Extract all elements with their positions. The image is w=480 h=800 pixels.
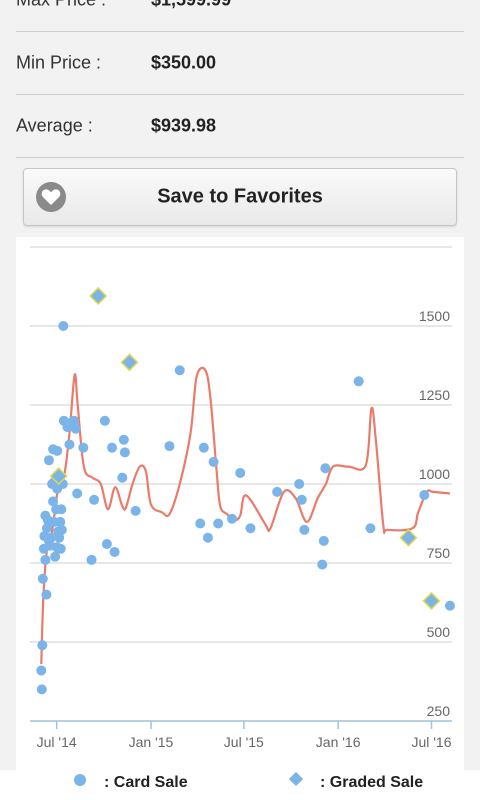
card-sale-point: [41, 589, 52, 600]
card-sale-point: [89, 494, 100, 505]
card-sale-point: [41, 523, 52, 534]
card-sale-point: [299, 524, 310, 535]
x-tick-label: Jul '15: [224, 734, 264, 750]
card-sale-point: [117, 472, 128, 483]
graded-sale-point: [89, 286, 108, 306]
min-price-row: Min Price : $350.00: [16, 32, 464, 95]
card-sale-point: [195, 518, 206, 529]
card-sale-point: [69, 415, 80, 426]
card-sale-point: [52, 445, 63, 456]
card-sale-point: [419, 490, 430, 501]
card-sale-point: [55, 543, 66, 554]
card-sale-point: [294, 479, 305, 489]
card-sale-point: [101, 539, 112, 550]
card-sale-point: [37, 640, 48, 651]
card-sale-point: [46, 532, 57, 543]
graded-sale-point: [49, 467, 68, 486]
card-sale-point: [36, 684, 47, 695]
card-sale-legend-marker: [74, 774, 86, 786]
y-tick-label: 1500: [419, 308, 450, 324]
card-sale-point: [235, 467, 246, 478]
card-sale-point: [40, 554, 51, 565]
average-price-value: $939.98: [151, 115, 217, 136]
max-price-row: Max Price : $1,599.99: [16, 0, 464, 32]
card-sale-point: [50, 551, 61, 562]
x-tick-label: Jan '16: [316, 734, 361, 750]
average-price-row: Average : $939.98: [16, 95, 464, 158]
card-sale-point: [174, 365, 185, 376]
card-sale-point: [318, 535, 329, 546]
card-sale-point: [118, 434, 129, 445]
card-sale-point: [43, 455, 54, 466]
card-sale-point: [64, 439, 75, 450]
card-sale-point: [164, 441, 175, 452]
average-price-label: Average :: [16, 115, 93, 136]
y-tick-label: 1000: [419, 466, 450, 482]
y-tick-label: 750: [427, 545, 451, 561]
min-price-label: Min Price :: [16, 52, 102, 73]
graded-sale-legend-marker: [288, 771, 304, 787]
x-tick-label: Jul '14: [37, 734, 77, 750]
price-history-plot: 250 500 750 1000 1250 1500 Jul '14 Jan '15 Jul '…: [30, 246, 455, 750]
save-to-favorites-button[interactable]: Save to Favorites: [23, 168, 457, 226]
min-price-value: $350.00: [151, 52, 217, 73]
chart-legend: : Card Sale : Graded Sale: [0, 770, 480, 800]
card-sale-point: [317, 559, 328, 570]
card-sale-point: [213, 518, 224, 529]
card-sale-point: [56, 504, 67, 515]
card-sale-point: [130, 505, 141, 516]
card-sale-point: [353, 376, 364, 387]
card-sale-point: [202, 532, 213, 543]
card-sale-point: [72, 488, 83, 499]
card-sale-point: [208, 456, 219, 467]
card-sale-point: [365, 523, 376, 534]
card-sale-point: [109, 546, 120, 557]
card-sale-point: [58, 321, 69, 331]
graded-sale-legend-label: : Graded Sale: [320, 774, 424, 791]
card-sale-legend-label: : Card Sale: [104, 774, 188, 791]
card-sale-point: [54, 532, 65, 543]
card-sale-point: [55, 516, 66, 527]
trend-line: [40, 366, 451, 665]
save-to-favorites-label: Save to Favorites: [157, 185, 323, 208]
graded-sale-point: [120, 353, 139, 372]
price-history-chart: 250 500 750 1000 1250 1500 Jul '14 Jan '15 Jul '…: [16, 237, 464, 770]
card-sale-point: [56, 524, 67, 535]
graded-sale-point: [399, 528, 418, 547]
heart-icon: [36, 182, 66, 212]
card-sale-point: [198, 442, 209, 453]
card-sale-point: [78, 442, 89, 453]
max-price-label: Max Price :: [16, 0, 106, 11]
card-sale-point: [320, 463, 331, 474]
y-tick-label: 250: [427, 703, 451, 719]
card-sale-point: [227, 513, 238, 524]
card-sale-point: [245, 523, 256, 534]
card-sale-point: [272, 486, 283, 497]
x-tick-label: Jul '16: [411, 734, 451, 750]
card-sale-point: [70, 423, 81, 434]
card-sale-point: [296, 494, 307, 505]
y-tick-label: 1250: [419, 387, 450, 403]
card-sale-point: [119, 447, 130, 458]
card-sale-point: [48, 496, 59, 507]
y-tick-label: 500: [427, 624, 451, 640]
card-sale-point: [107, 442, 118, 453]
x-tick-label: Jan '15: [129, 734, 174, 750]
card-sale-point: [99, 415, 110, 426]
max-price-value: $1,599.99: [151, 0, 231, 11]
graded-sale-point: [422, 591, 441, 610]
card-sale-point: [86, 554, 97, 565]
card-sale-point: [37, 573, 48, 584]
card-sale-point: [36, 665, 47, 676]
card-sale-point: [444, 600, 455, 611]
